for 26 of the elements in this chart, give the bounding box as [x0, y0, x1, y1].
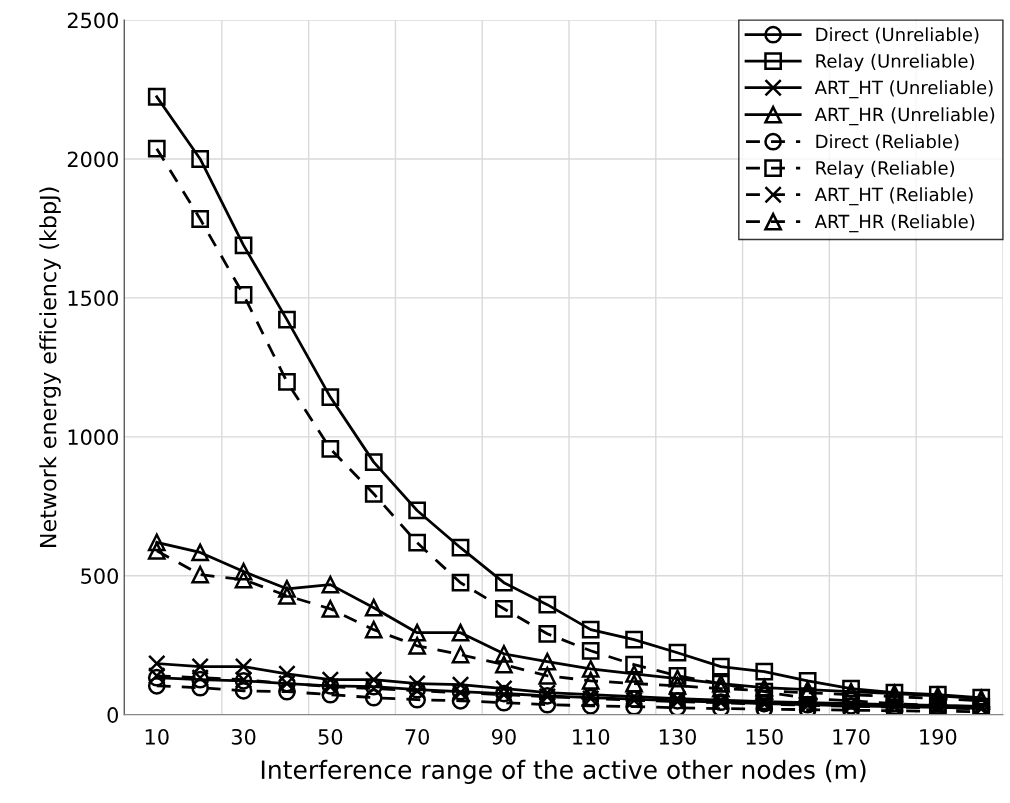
x-tick-label: 110	[573, 728, 610, 745]
legend-label: Relay (Reliable)	[816, 160, 955, 179]
x-tick-label: 130	[659, 728, 696, 745]
y-tick-label: 1000	[68, 429, 118, 446]
x-tick-label: 10	[145, 728, 169, 745]
x-tick-label: 150	[746, 728, 783, 745]
x-tick-label: 30	[231, 728, 256, 745]
legend-label: Direct (Reliable)	[816, 134, 959, 151]
legend-label: ART_HR (Reliable)	[814, 214, 975, 233]
x-tick-label: 50	[318, 728, 343, 745]
x-axis-title: Interference range of the active other nodes (m)	[261, 759, 866, 785]
x-tick-label: 70	[405, 728, 429, 745]
y-axis-title: Network energy efficiency (kbpJ)	[39, 187, 61, 547]
y-tick-label: 1500	[68, 290, 118, 307]
legend-label: Direct (Unreliable)	[816, 27, 979, 44]
y-tick-label: 2000	[67, 151, 118, 168]
x-tick-label: 170	[833, 728, 870, 745]
y-tick-label: 2500	[67, 12, 118, 29]
legend-label: ART_HT (Unreliable)	[814, 80, 993, 99]
legend-label: ART_HT (Reliable)	[814, 187, 973, 206]
x-tick-label: 90	[491, 728, 516, 745]
legend-label: Relay (Unreliable)	[816, 53, 974, 72]
legend-label: ART_HR (Unreliable)	[814, 107, 995, 126]
y-tick-label: 0	[107, 707, 118, 723]
y-tick-label: 500	[81, 568, 118, 584]
x-tick-label: 190	[920, 728, 957, 745]
